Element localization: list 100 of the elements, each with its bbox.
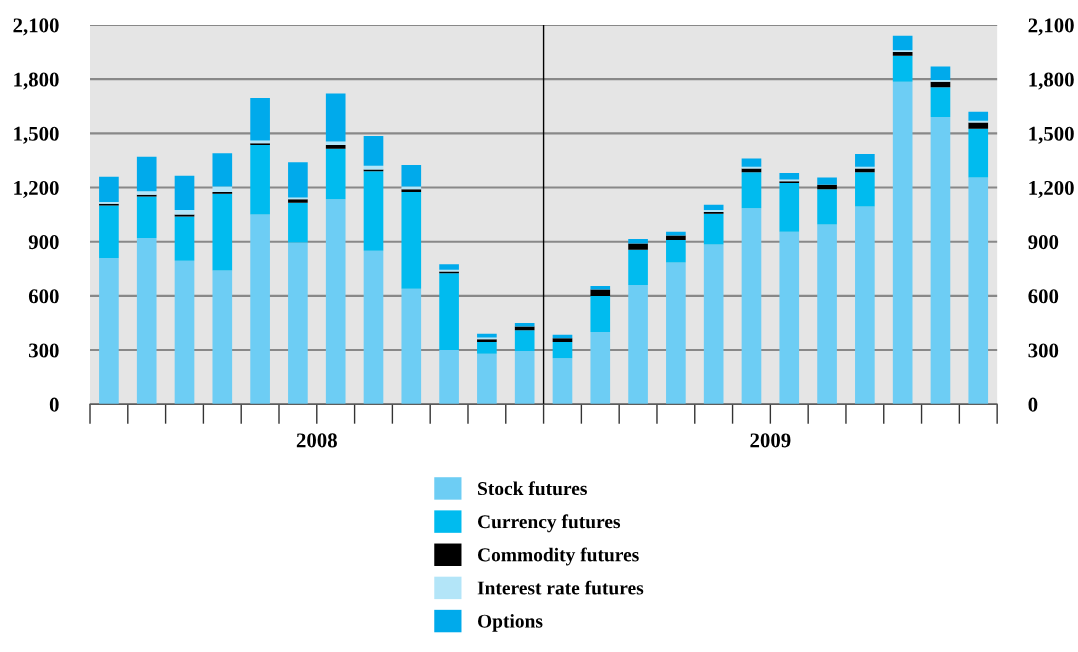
y-tick-label: 900 [28,235,59,250]
bar [439,264,459,270]
bar [174,260,195,405]
y2-tick-label: 0 [1028,397,1038,412]
legend-label: Stock futures [478,481,587,496]
bar [666,239,686,263]
y-tick-label: 300 [28,343,59,358]
bar [628,285,648,405]
legend-label: Currency futures [477,514,621,533]
bar [968,128,989,178]
bar [552,338,573,342]
bar [552,341,573,359]
bar [703,244,724,405]
bar [250,98,270,141]
bar [401,192,422,289]
bar [174,175,195,211]
bar [817,224,837,405]
bar [288,202,308,243]
bar [477,353,497,405]
y-tick-label: 1,200 [14,180,59,198]
bar [628,243,648,250]
bar [628,249,648,286]
bar [325,199,346,405]
bar [212,193,233,271]
bar [439,273,459,351]
bar [817,189,837,225]
bar [590,295,611,332]
bar [930,81,951,88]
bar [968,122,989,129]
y2-tick-label: 1,500 [1029,126,1074,144]
bar [703,204,724,211]
bar [552,358,573,405]
bar [741,158,762,167]
bar [250,214,270,405]
bar [136,238,157,405]
bar [174,216,195,261]
bar [779,183,800,232]
bar [99,176,119,202]
y2-tick-label: 900 [1028,235,1059,250]
bar [174,210,195,215]
bar [817,184,837,190]
legend-label: Commodity futures [477,547,639,566]
y2-tick-label: 600 [1028,289,1059,304]
bar [514,330,535,351]
bar [628,238,648,244]
bar [212,270,233,405]
bar [741,172,762,209]
bar [477,341,497,354]
bar [325,141,346,146]
bar [779,173,800,180]
bar [363,250,384,405]
bar [855,154,875,167]
bar [401,288,422,405]
bar [703,213,724,245]
text: 2008 [296,433,337,448]
bar [930,87,951,118]
bar [892,35,913,51]
bar [325,145,346,149]
legend-label: Interest rate futures [477,580,644,595]
y-tick-label: 0 [49,397,59,412]
bar [930,66,951,81]
bar [968,111,989,121]
bar [514,350,535,405]
bar [136,156,157,192]
bar [212,186,233,193]
bar [401,164,422,187]
y-tick-label: 600 [28,289,59,304]
bar [741,208,762,405]
bar [590,332,611,405]
text: 2009 [750,433,791,448]
bar [136,196,157,239]
y2-tick-label: 2,100 [1028,18,1074,36]
bar [590,289,611,296]
bar [363,171,384,251]
bar [779,231,800,405]
bar [99,205,119,258]
bar [363,136,384,166]
y2-tick-label: 1,800 [1029,72,1074,90]
bar [855,172,875,207]
bar [892,81,913,405]
bar [212,153,233,187]
bar [288,162,308,198]
y2-tick-label: 300 [1028,343,1059,358]
bar [930,117,951,405]
bar [325,93,346,142]
bar [666,235,686,240]
bar [666,262,686,405]
bar [99,257,119,405]
bar [855,206,875,405]
y-tick-label: 1,800 [14,72,59,90]
bar [817,177,837,185]
bar [514,322,535,327]
bar [439,350,459,405]
y-tick-label: 1,500 [14,126,59,144]
bar [590,285,611,290]
bar [250,145,270,215]
bar [968,177,989,405]
y-tick-label: 2,100 [13,18,59,36]
bar [288,242,308,405]
bar [325,148,346,200]
